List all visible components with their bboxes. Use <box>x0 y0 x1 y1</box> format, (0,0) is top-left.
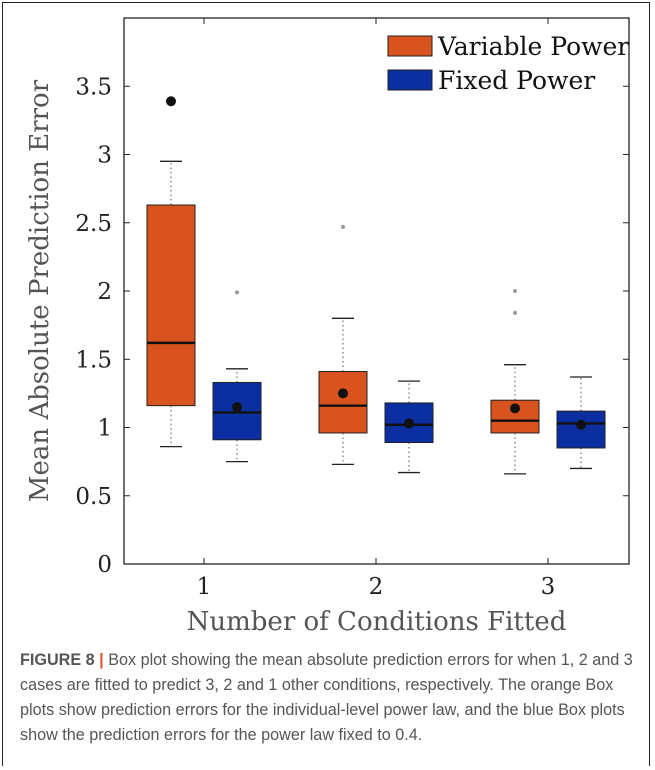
mean-marker <box>404 418 414 429</box>
y-tick-label: 1 <box>97 416 112 442</box>
x-tick-label: 2 <box>369 574 384 600</box>
box <box>146 204 196 407</box>
y-tick-label: 2 <box>97 279 112 305</box>
outlier-point <box>341 224 345 229</box>
caption-text: Box plot showing the mean absolute predi… <box>20 651 633 744</box>
y-tick-label: 2.5 <box>75 211 112 237</box>
mean-marker <box>576 419 586 430</box>
y-tick-label: 0.5 <box>75 484 112 510</box>
outlier-point <box>513 289 517 293</box>
y-tick-label: 0 <box>97 552 112 578</box>
legend-swatch <box>387 69 433 91</box>
legend-swatch <box>387 35 433 57</box>
box-plot-chart: 0 0.5 1 1.5 2 2.5 3 3.5 1 2 3 Number of Conditions … <box>25 17 630 637</box>
outlier-point <box>235 290 239 295</box>
mean-marker <box>166 96 176 107</box>
plot-frame <box>123 17 630 565</box>
box <box>318 371 368 434</box>
caption-separator: | <box>94 651 109 669</box>
caption-label: FIGURE 8 <box>20 651 95 669</box>
mean-marker <box>510 403 520 414</box>
mean-marker <box>338 388 348 399</box>
plot-area: 0 0.5 1 1.5 2 2.5 3 3.5 1 2 3 Number of Conditions … <box>25 17 630 637</box>
x-axis-title: Number of Conditions Fitted <box>187 607 567 637</box>
figure-caption: FIGURE 8 | Box plot showing the mean abs… <box>20 648 640 748</box>
x-tick-label: 1 <box>197 574 212 600</box>
y-tick-label: 3 <box>97 143 112 169</box>
legend-label: Fixed Power <box>438 66 595 95</box>
outlier-point <box>513 310 517 315</box>
y-tick-label: 3.5 <box>75 74 112 100</box>
mean-marker <box>232 402 242 413</box>
y-axis-title: Mean Absolute Prediction Error <box>25 79 55 502</box>
x-tick-label: 3 <box>541 574 556 600</box>
legend-label: Variable Power <box>437 32 629 61</box>
y-tick-label: 1.5 <box>75 347 112 373</box>
